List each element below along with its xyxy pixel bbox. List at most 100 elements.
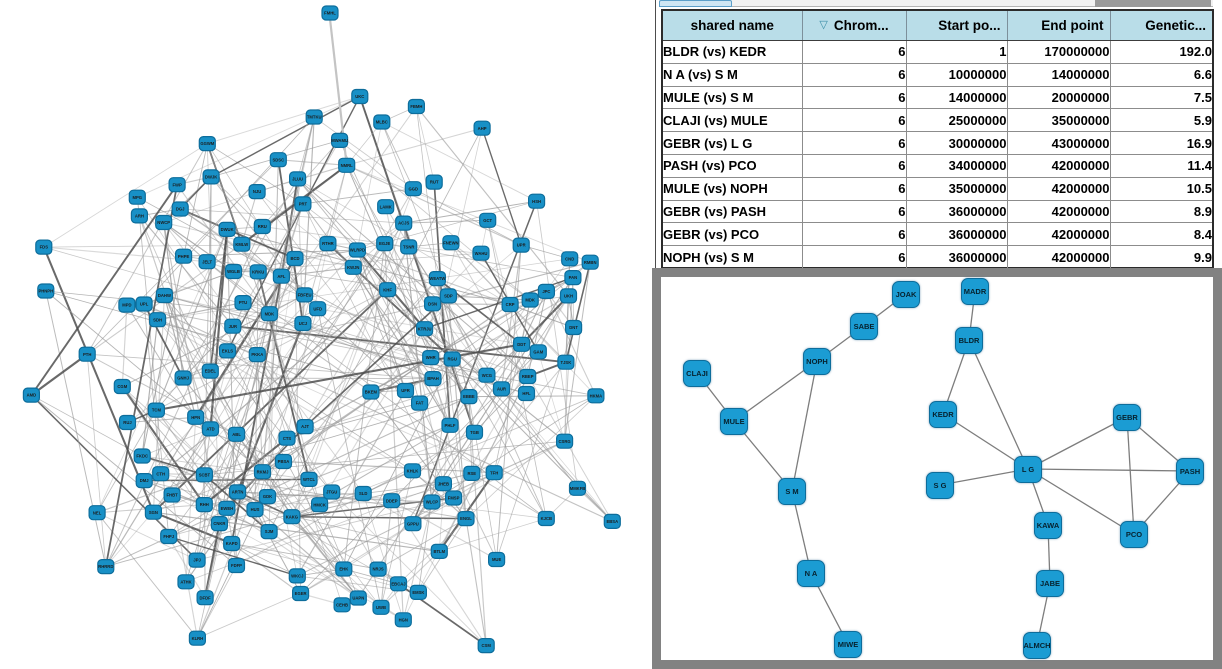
network-edge[interactable] (791, 490, 812, 574)
network-node[interactable]: AMD (22, 387, 40, 403)
table-cell[interactable]: 8.4 (1109, 222, 1212, 247)
table-cell[interactable]: 192.0 (1109, 40, 1212, 64)
network-node[interactable]: KAPD (223, 535, 241, 552)
network-node[interactable]: DDEP (383, 493, 401, 509)
network-node[interactable]: CND (561, 251, 579, 267)
table-cell[interactable]: MULE (vs) NOPH (663, 176, 803, 201)
table-cell[interactable]: 36000000 (905, 199, 1008, 224)
network-node[interactable]: BTLM (430, 543, 448, 560)
table-cell[interactable]: 36000000 (905, 222, 1008, 247)
network-node[interactable]: CRP (501, 296, 519, 313)
table-row[interactable]: PASH (vs) PCO 6 34000000 42000000 11.4 (663, 153, 1212, 178)
network-node[interactable]: FWP (168, 177, 186, 193)
network-node[interactable]: KWJN (344, 259, 362, 275)
network-node[interactable]: RBEP (519, 368, 537, 385)
table-cell[interactable]: 14000000 (1006, 62, 1111, 87)
network-node[interactable]: HUS (246, 502, 264, 518)
network-node[interactable]: ARTN (229, 484, 247, 500)
network-node[interactable]: ARH (130, 208, 148, 224)
network-node[interactable]: BPAH (424, 371, 442, 387)
column-header-3[interactable]: End point (1006, 11, 1111, 41)
network-node[interactable]: GPPU (404, 516, 422, 532)
network-node[interactable]: PTU (234, 295, 252, 311)
network-edge[interactable] (1027, 468, 1191, 472)
table-cell[interactable]: 42000000 (1006, 199, 1111, 224)
column-header-1[interactable]: ▽ Chrom... (801, 11, 907, 41)
network-node[interactable]: JHEB (434, 476, 452, 492)
network-node[interactable]: UKC (351, 88, 369, 105)
column-header-2[interactable]: Start po... (905, 11, 1008, 41)
network-node[interactable]: DMJ (135, 473, 153, 489)
network-node[interactable]: UKH (559, 288, 578, 304)
toolbar-chip[interactable] (659, 0, 732, 7)
network-node[interactable]: RHH (195, 497, 213, 513)
network-node-noph[interactable]: NOPH (803, 347, 831, 375)
table-cell[interactable]: 16.9 (1109, 131, 1212, 155)
network-node-gebr[interactable]: GEBR (1113, 403, 1141, 431)
network-node[interactable]: ACJS (395, 215, 413, 231)
network-node[interactable]: EBSA (603, 513, 621, 530)
network-node[interactable]: RSE (463, 465, 481, 481)
network-node[interactable]: NRJS (369, 561, 387, 577)
table-cell[interactable]: 43000000 (1006, 131, 1111, 155)
network-node[interactable]: SDSC (269, 152, 287, 168)
network-node[interactable]: PRT (294, 196, 312, 212)
network-node[interactable]: EHK (335, 561, 353, 577)
network-node[interactable]: ATHK (177, 574, 195, 590)
network-node[interactable]: BCD (286, 250, 304, 267)
network-edge[interactable] (1027, 416, 1128, 470)
network-node[interactable]: NMRL (338, 157, 356, 173)
network-node[interactable]: CGM (113, 378, 131, 395)
table-cell[interactable]: 35000000 (905, 176, 1008, 201)
network-node[interactable]: CSM (477, 637, 495, 654)
network-node[interactable]: NEL (88, 505, 106, 521)
table-cell[interactable]: 36000000 (905, 245, 1008, 269)
network-node[interactable]: MWAMU (331, 132, 349, 148)
network-edge[interactable] (1027, 468, 1135, 535)
network-node[interactable]: DGJ (171, 201, 189, 217)
network-node[interactable]: WGLB (224, 263, 243, 280)
network-node[interactable]: MUE (488, 551, 506, 568)
network-node[interactable]: RMBN (581, 254, 599, 270)
network-node[interactable]: MPG (128, 189, 146, 205)
table-row[interactable]: MULE (vs) S M 6 14000000 20000000 7.5 (663, 85, 1212, 110)
network-node[interactable]: UPL (135, 296, 153, 312)
network-node[interactable]: SCBT (195, 467, 213, 483)
network-node[interactable]: AJT (296, 419, 314, 435)
network-node[interactable]: SDH (149, 312, 167, 328)
table-row[interactable]: GEBR (vs) PCO 6 36000000 42000000 8.4 (663, 222, 1212, 247)
network-node[interactable]: UFR (396, 382, 415, 399)
network-node[interactable]: JLUU (289, 171, 307, 187)
table-cell[interactable]: 42000000 (1006, 245, 1111, 269)
network-node[interactable]: KHF (379, 282, 397, 298)
network-node[interactable]: MDK (521, 292, 539, 308)
network-node[interactable]: AHP (473, 120, 491, 136)
network-node[interactable]: JPJ (188, 552, 206, 568)
network-node[interactable]: FDFP (227, 557, 246, 574)
table-cell[interactable]: 8.9 (1109, 199, 1212, 224)
network-node[interactable]: WCG (478, 367, 496, 383)
table-cell[interactable]: 35000000 (1006, 108, 1111, 133)
network-node[interactable]: ENGL (457, 511, 475, 527)
network-node[interactable]: EKLS (218, 343, 237, 359)
network-node[interactable]: RTHR (319, 236, 337, 252)
network-node[interactable]: FAT (411, 395, 429, 411)
network-node[interactable]: ABL (228, 426, 246, 442)
network-node[interactable]: BKEM (362, 384, 380, 400)
network-node[interactable]: CSRG (555, 433, 574, 449)
network-node[interactable]: PHLF (441, 417, 459, 433)
table-cell[interactable]: 10.5 (1109, 176, 1212, 201)
scrollbar-thumb[interactable] (1095, 0, 1211, 7)
table-cell[interactable]: 14000000 (905, 85, 1008, 110)
network-node[interactable]: SJM (260, 523, 278, 540)
network-node-miwe[interactable]: MIWE (834, 630, 862, 658)
network-node-kedr[interactable]: KEDR (929, 400, 957, 428)
network-node[interactable]: HPN (187, 409, 205, 425)
network-node[interactable]: FKDC (133, 448, 151, 464)
network-node[interactable]: EBBE (460, 389, 478, 405)
network-node[interactable]: DWJK (202, 169, 220, 185)
network-node[interactable]: HFL (517, 385, 536, 402)
network-node[interactable]: DAHW (155, 287, 173, 304)
network-edge[interactable] (791, 360, 818, 492)
table-cell[interactable]: MULE (vs) S M (663, 85, 803, 110)
